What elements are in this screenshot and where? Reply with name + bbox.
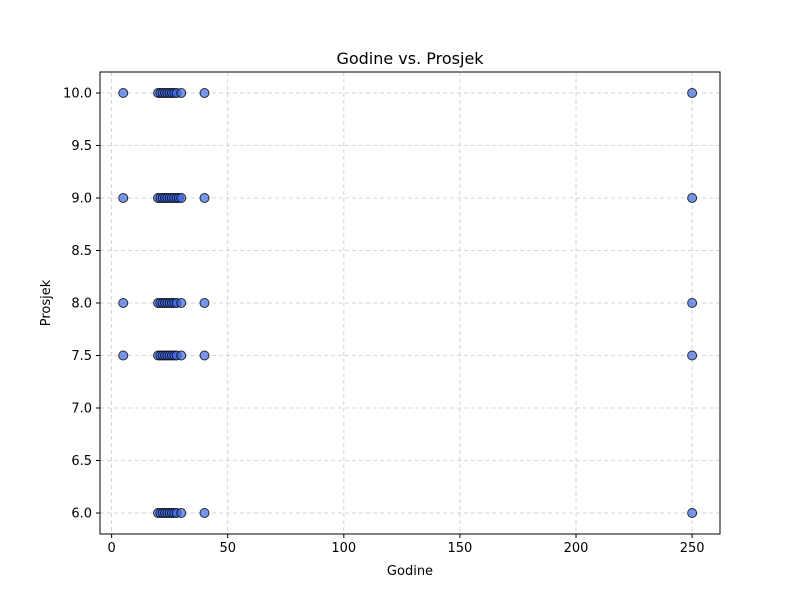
- data-point: [176, 193, 187, 203]
- data-point: [687, 350, 698, 361]
- y-axis-label: Prosjek: [39, 279, 54, 326]
- data-point: [199, 298, 210, 308]
- y-tick-label: 10.0: [63, 87, 92, 102]
- data-point: [118, 193, 129, 203]
- data-points: [118, 88, 698, 518]
- data-point: [199, 88, 210, 98]
- data-point: [118, 350, 129, 361]
- y-tick-label: 7.0: [71, 402, 92, 417]
- x-axis: 0 50 100 150 200 250: [107, 534, 705, 556]
- data-point: [176, 350, 187, 361]
- y-tick-label: 9.5: [71, 139, 92, 154]
- y-tick-label: 6.0: [71, 507, 92, 522]
- y-tick-label: 7.5: [71, 349, 92, 364]
- y-axis: 6.0 6.5 7.0 7.5 8.0 8.5 9.0 9.5 10.0: [63, 87, 100, 522]
- y-tick-label: 8.5: [71, 244, 92, 259]
- data-point: [687, 508, 698, 518]
- data-point: [687, 88, 698, 98]
- x-tick-label: 100: [331, 541, 356, 556]
- data-point: [118, 298, 129, 308]
- x-axis-label: Godine: [387, 564, 433, 579]
- x-tick-label: 250: [680, 541, 705, 556]
- x-tick-label: 200: [564, 541, 589, 556]
- data-point: [687, 193, 698, 203]
- y-tick-label: 9.0: [71, 192, 92, 207]
- data-point: [687, 298, 698, 308]
- chart-title: Godine vs. Prosjek: [336, 49, 484, 68]
- x-tick-label: 150: [448, 541, 473, 556]
- data-point: [199, 193, 210, 203]
- data-point: [176, 298, 187, 308]
- data-point: [118, 88, 129, 98]
- y-tick-label: 8.0: [71, 297, 92, 312]
- grid: [100, 72, 720, 534]
- data-point: [176, 508, 187, 518]
- y-tick-label: 6.5: [71, 454, 92, 469]
- data-point: [199, 350, 210, 361]
- x-tick-label: 0: [107, 541, 115, 556]
- data-point: [176, 88, 187, 98]
- data-point: [199, 508, 210, 518]
- x-tick-label: 50: [219, 541, 236, 556]
